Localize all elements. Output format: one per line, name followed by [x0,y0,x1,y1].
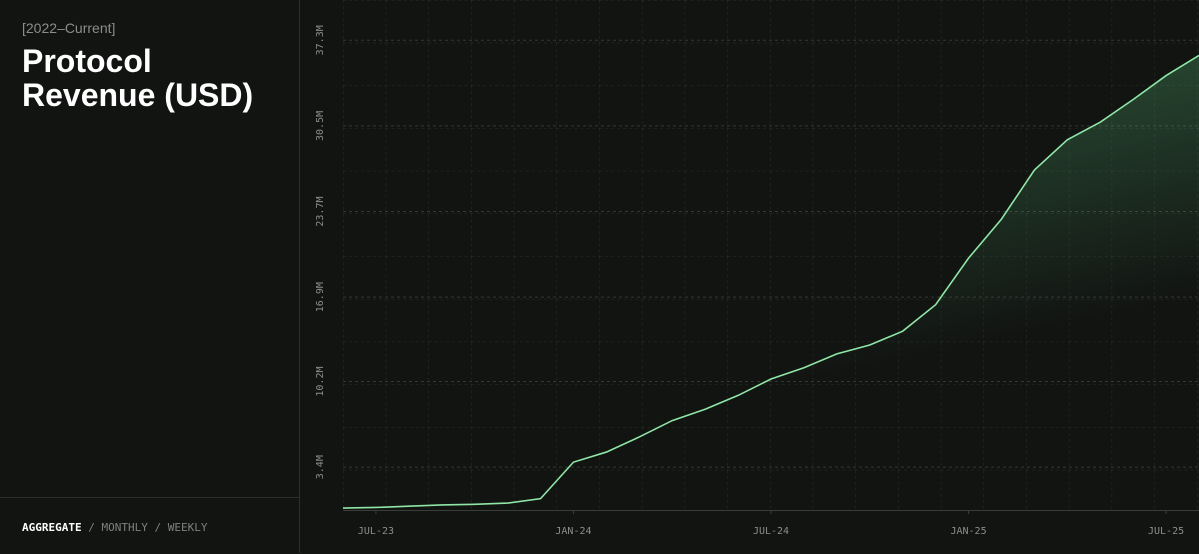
area [343,55,1199,510]
view-option[interactable]: WEEKLY [167,521,208,534]
side-panel: [2022–Current] Protocol Revenue (USD) AG… [0,0,300,553]
x-tick-label: JAN-25 [950,526,986,537]
chart: 3.4M 10.2M 16.9M 23.7M 30.5M 37.3M JUL-23 JAN-2… [315,0,1199,537]
y-tick-label: 16.9M [315,282,326,312]
separator: / [154,521,162,534]
y-tick-label: 37.3M [315,25,326,55]
y-tick-label: 30.5M [315,111,326,141]
view-option[interactable]: MONTHLY [101,521,148,534]
y-tick-label: 3.4M [315,455,326,479]
y-tick-label: 10.2M [315,367,326,397]
y-tick-label: 23.7M [315,197,326,227]
separator: / [88,521,95,534]
line [342,54,1199,509]
x-tick-label: JUL-24 [753,526,789,537]
x-tick-label: JUL-23 [358,526,394,537]
view-option[interactable]: AGGREGATE [22,521,82,534]
view-switch: AGGREGATE / MONTHLY / WEEKLY [0,497,299,554]
x-tick-label: JAN-24 [555,526,591,537]
period: [2022–Current] [22,20,116,36]
title: Protocol Revenue (USD) [22,43,254,113]
x-tick-label: JUL-25 [1148,526,1184,537]
